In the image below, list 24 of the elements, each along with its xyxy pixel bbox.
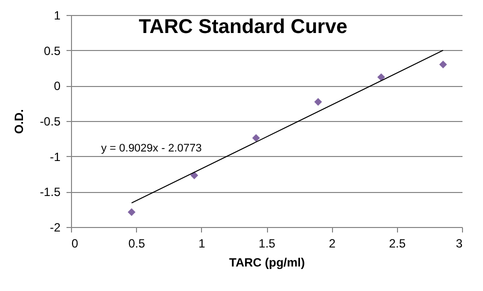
annotation: y = 0.9029x - 2.0773	[101, 142, 202, 155]
y-tick-label: -2	[50, 220, 61, 234]
point	[314, 98, 322, 106]
point	[377, 73, 386, 82]
point	[439, 60, 447, 68]
point	[252, 134, 260, 142]
point	[128, 208, 136, 216]
chart-title: TARC Standard Curve	[138, 16, 348, 38]
y-axis-title: O.D.	[12, 109, 26, 134]
point	[190, 172, 198, 180]
y-tick-label: -1.5	[40, 185, 61, 200]
x-tick-label: 3	[456, 236, 463, 250]
y-tick-label: -1	[50, 150, 61, 164]
x-tick-label: 2.5	[388, 236, 406, 250]
x-tick-label: 0.5	[128, 236, 146, 250]
x-tick-label: 1	[198, 236, 206, 250]
x-axis-title: TARC (pg/ml)	[229, 256, 305, 270]
x-tick-label: 2	[328, 236, 336, 250]
y-tick-label: 0.5	[44, 44, 61, 58]
x-tick-label: 0	[72, 236, 78, 250]
y-tick-label: 1	[54, 8, 61, 22]
x-tick-label: 1.5	[258, 236, 276, 250]
y-tick-label: -0.5	[40, 114, 61, 128]
y-tick-label: 0	[54, 79, 61, 94]
